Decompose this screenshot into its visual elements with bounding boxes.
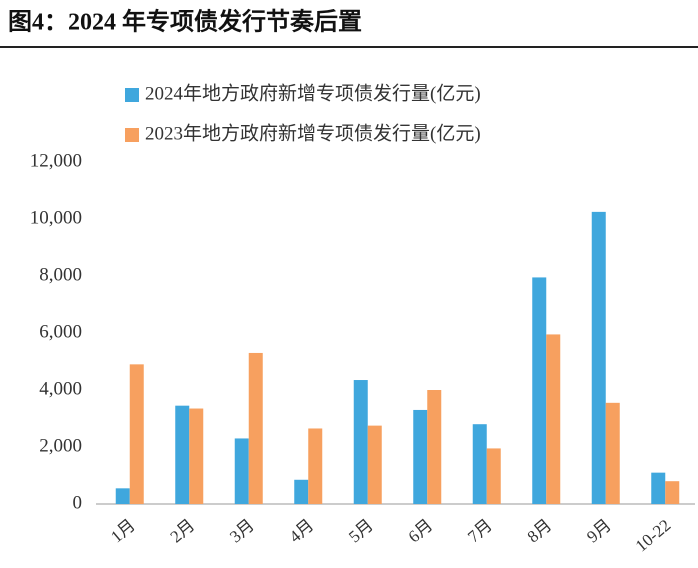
bar (234, 438, 249, 504)
bar (665, 481, 680, 504)
bar (605, 402, 620, 504)
bar (486, 448, 501, 504)
legend-label: 2023年地方政府新增专项债发行量(亿元) (145, 122, 481, 144)
bar (294, 479, 309, 504)
bar (413, 409, 428, 504)
bar (591, 211, 606, 504)
x-tick-label: 1月 (107, 516, 139, 547)
bar (129, 364, 144, 504)
y-tick-label: 12,000 (30, 150, 82, 171)
bar (353, 380, 368, 504)
x-tick-label: 6月 (405, 516, 437, 547)
bar (427, 390, 442, 504)
bar (651, 472, 666, 504)
x-tick-label: 4月 (286, 516, 318, 547)
legend-label: 2024年地方政府新增专项债发行量(亿元) (145, 82, 481, 104)
legend-swatch (125, 88, 139, 102)
x-tick-label: 8月 (524, 516, 556, 547)
bar (532, 277, 547, 504)
bar (367, 425, 382, 504)
bar (115, 488, 130, 504)
x-tick-label: 10-22 (632, 516, 675, 556)
y-tick-label: 10,000 (30, 207, 82, 228)
y-tick-label: 4,000 (39, 378, 82, 399)
y-tick-label: 8,000 (39, 264, 82, 285)
bar (189, 408, 204, 504)
y-tick-label: 2,000 (39, 435, 82, 456)
legend-swatch (125, 128, 139, 142)
bar (546, 334, 561, 504)
x-tick-label: 5月 (345, 516, 377, 547)
bar (175, 405, 190, 504)
x-tick-label: 9月 (583, 516, 615, 547)
y-tick-label: 0 (73, 492, 83, 513)
bar (472, 424, 487, 504)
bar (248, 352, 263, 504)
chart-title: 图4：2024 年专项债发行节奏后置 (8, 8, 362, 36)
x-tick-label: 7月 (464, 516, 496, 547)
x-tick-label: 3月 (226, 516, 258, 547)
bar (308, 428, 323, 504)
y-tick-label: 6,000 (39, 321, 82, 342)
x-tick-label: 2月 (167, 516, 199, 547)
